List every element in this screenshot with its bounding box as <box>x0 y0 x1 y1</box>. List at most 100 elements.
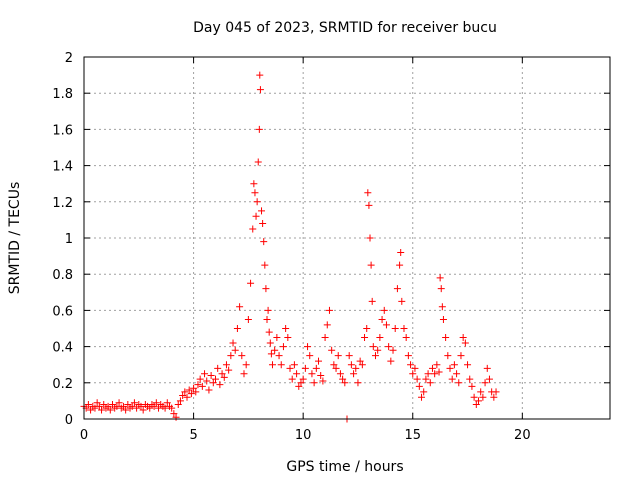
data-point <box>290 361 298 369</box>
data-point <box>438 303 446 311</box>
chart-title: Day 045 of 2023, SRMTID for receiver buc… <box>193 20 497 36</box>
data-point <box>119 402 127 410</box>
data-point <box>380 306 388 314</box>
data-point <box>398 297 406 305</box>
data-point <box>150 402 158 410</box>
data-point <box>455 379 463 387</box>
data-point <box>252 212 260 220</box>
data-point <box>330 361 338 369</box>
data-point <box>227 352 235 360</box>
data-point <box>146 404 154 412</box>
data-points <box>80 71 500 423</box>
data-point <box>301 364 309 372</box>
x-tick-label: 10 <box>295 428 312 443</box>
data-point <box>87 406 95 414</box>
data-point <box>192 388 200 396</box>
data-point <box>207 372 215 380</box>
data-point <box>490 393 498 401</box>
data-point <box>446 364 454 372</box>
y-tick-label: 1.4 <box>52 160 73 175</box>
data-point <box>468 382 476 390</box>
data-point <box>262 285 270 293</box>
data-point <box>236 303 244 311</box>
data-point <box>240 370 248 378</box>
data-point <box>319 377 327 385</box>
data-point <box>275 352 283 360</box>
data-point <box>374 346 382 354</box>
data-point <box>106 406 114 414</box>
data-point <box>115 399 123 407</box>
data-point <box>218 370 226 378</box>
data-point <box>459 334 467 342</box>
data-point <box>253 198 261 206</box>
data-point <box>95 402 103 410</box>
data-point <box>231 346 239 354</box>
data-point <box>279 343 287 351</box>
data-point <box>108 401 116 409</box>
data-point <box>187 390 195 398</box>
data-point <box>350 370 358 378</box>
data-point <box>358 361 366 369</box>
data-point <box>181 388 189 396</box>
data-point <box>391 325 399 332</box>
data-point <box>229 339 237 347</box>
data-point <box>436 274 444 282</box>
data-point <box>378 315 386 323</box>
data-point <box>437 285 445 293</box>
data-point <box>382 321 390 329</box>
data-point <box>242 361 250 369</box>
data-point <box>397 248 405 256</box>
data-point <box>220 373 228 381</box>
data-point <box>299 375 307 383</box>
y-tick-label: 0 <box>65 413 73 428</box>
data-point <box>472 401 480 409</box>
data-point <box>364 189 372 197</box>
data-point <box>265 328 273 336</box>
data-point <box>453 370 461 378</box>
data-point <box>347 361 355 369</box>
data-point <box>203 377 211 385</box>
data-point <box>428 364 436 372</box>
data-point <box>356 357 364 365</box>
data-point <box>461 339 469 347</box>
data-point <box>477 388 485 396</box>
y-tick-label: 2 <box>65 51 73 66</box>
data-point <box>297 379 305 387</box>
data-point <box>409 370 417 378</box>
data-point <box>163 399 171 407</box>
data-point <box>185 386 193 394</box>
data-point <box>172 413 180 421</box>
data-point <box>304 343 312 351</box>
data-point <box>201 370 209 378</box>
data-point <box>256 86 264 94</box>
data-point <box>492 388 500 396</box>
data-point <box>198 382 206 390</box>
data-point <box>464 361 472 369</box>
data-point <box>376 334 384 342</box>
data-point <box>422 375 430 383</box>
data-point <box>273 334 281 342</box>
data-point <box>385 343 393 351</box>
data-point <box>170 410 178 418</box>
data-point <box>282 325 290 332</box>
data-point <box>263 315 271 323</box>
data-point <box>433 361 441 369</box>
data-point <box>266 339 274 347</box>
x-tick-label: 20 <box>514 428 531 443</box>
data-point <box>251 189 259 197</box>
data-point <box>247 279 255 287</box>
data-point <box>485 375 493 383</box>
data-point <box>435 368 443 376</box>
data-point <box>339 375 347 383</box>
y-tick-label: 0.8 <box>52 268 73 283</box>
data-point <box>168 404 176 412</box>
data-point <box>113 402 121 410</box>
data-point <box>402 334 410 342</box>
data-point <box>268 361 276 369</box>
data-point <box>321 334 329 342</box>
data-point <box>336 370 344 378</box>
data-point <box>366 234 374 242</box>
y-tick-label: 0.4 <box>52 341 73 356</box>
